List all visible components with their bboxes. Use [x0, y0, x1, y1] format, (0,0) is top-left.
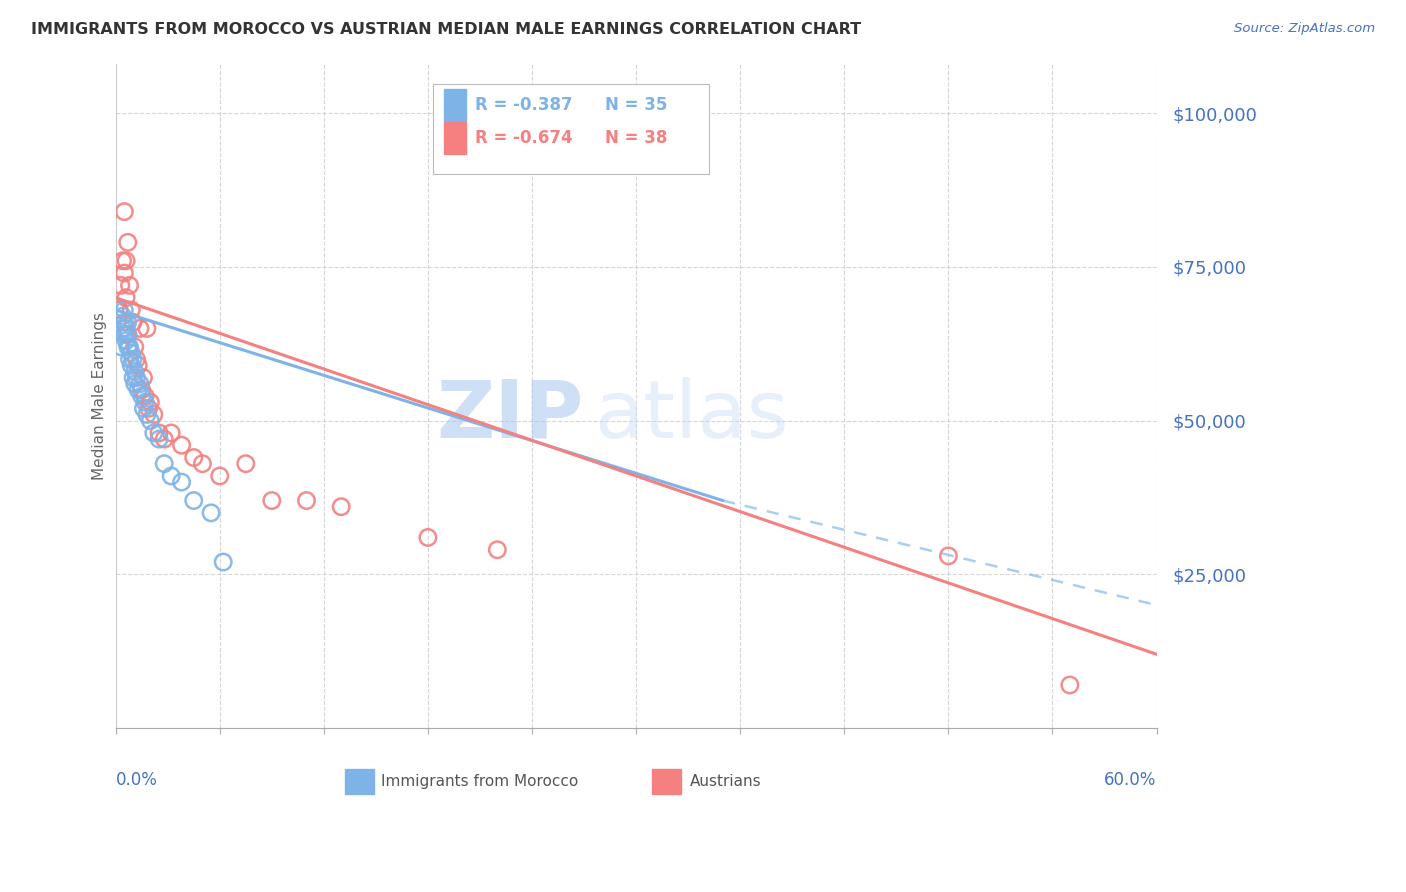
- Point: [117, 235, 139, 250]
- Point: [122, 370, 145, 384]
- Text: atlas: atlas: [595, 377, 789, 455]
- Point: [112, 327, 135, 342]
- Point: [1059, 678, 1081, 692]
- Point: [122, 315, 145, 329]
- Point: [486, 542, 509, 557]
- Point: [118, 340, 141, 354]
- Text: 60.0%: 60.0%: [1104, 772, 1157, 789]
- Text: R = -0.674: R = -0.674: [475, 129, 572, 147]
- Point: [110, 340, 132, 354]
- Point: [142, 408, 165, 422]
- Text: Immigrants from Morocco: Immigrants from Morocco: [381, 774, 578, 789]
- Point: [134, 395, 156, 409]
- Point: [117, 327, 139, 342]
- Point: [135, 408, 157, 422]
- Point: [118, 352, 141, 367]
- Y-axis label: Median Male Earnings: Median Male Earnings: [93, 312, 107, 480]
- Bar: [433, 84, 709, 174]
- Point: [112, 266, 135, 280]
- Text: N = 35: N = 35: [605, 96, 668, 114]
- Text: Source: ZipAtlas.com: Source: ZipAtlas.com: [1234, 22, 1375, 36]
- Point: [330, 500, 353, 514]
- Point: [191, 457, 214, 471]
- Point: [129, 321, 152, 335]
- Text: IMMIGRANTS FROM MOROCCO VS AUSTRIAN MEDIAN MALE EARNINGS CORRELATION CHART: IMMIGRANTS FROM MOROCCO VS AUSTRIAN MEDI…: [31, 22, 860, 37]
- Point: [117, 327, 139, 342]
- Point: [295, 493, 318, 508]
- Point: [124, 364, 146, 378]
- Point: [170, 475, 193, 489]
- Point: [115, 321, 138, 335]
- Point: [115, 291, 138, 305]
- Point: [125, 352, 148, 367]
- Point: [112, 315, 135, 329]
- Point: [124, 340, 146, 354]
- Point: [132, 370, 155, 384]
- Text: N = 38: N = 38: [605, 129, 668, 147]
- Point: [115, 253, 138, 268]
- Bar: [443, 89, 467, 121]
- Point: [183, 493, 205, 508]
- Point: [142, 425, 165, 440]
- Point: [148, 432, 170, 446]
- Point: [125, 370, 148, 384]
- Point: [139, 414, 162, 428]
- Point: [120, 346, 142, 360]
- Point: [138, 401, 160, 416]
- Point: [183, 450, 205, 465]
- Bar: [344, 769, 374, 795]
- Point: [135, 321, 157, 335]
- Point: [938, 549, 960, 563]
- Point: [260, 493, 283, 508]
- Point: [131, 383, 153, 397]
- Point: [148, 425, 170, 440]
- Point: [235, 457, 257, 471]
- Point: [120, 359, 142, 373]
- Point: [111, 309, 134, 323]
- Point: [160, 469, 183, 483]
- Point: [110, 278, 132, 293]
- Point: [124, 376, 146, 391]
- Point: [122, 352, 145, 367]
- Point: [134, 389, 156, 403]
- Point: [108, 303, 131, 318]
- Point: [153, 457, 176, 471]
- Point: [117, 340, 139, 354]
- Point: [416, 531, 439, 545]
- Bar: [443, 122, 467, 154]
- Point: [127, 359, 149, 373]
- Point: [127, 383, 149, 397]
- Point: [111, 253, 134, 268]
- Point: [153, 432, 176, 446]
- Point: [131, 389, 153, 403]
- Text: 0.0%: 0.0%: [115, 772, 157, 789]
- Point: [117, 315, 139, 329]
- Point: [170, 438, 193, 452]
- Point: [112, 204, 135, 219]
- Text: Austrians: Austrians: [690, 774, 762, 789]
- Point: [120, 303, 142, 318]
- Point: [111, 321, 134, 335]
- Point: [160, 425, 183, 440]
- Point: [132, 401, 155, 416]
- Point: [112, 303, 135, 318]
- Point: [200, 506, 222, 520]
- Point: [115, 334, 138, 348]
- Point: [208, 469, 231, 483]
- Bar: [652, 769, 681, 795]
- Point: [212, 555, 235, 569]
- Text: ZIP: ZIP: [437, 377, 583, 455]
- Text: R = -0.387: R = -0.387: [475, 96, 572, 114]
- Point: [139, 395, 162, 409]
- Point: [118, 278, 141, 293]
- Point: [129, 376, 152, 391]
